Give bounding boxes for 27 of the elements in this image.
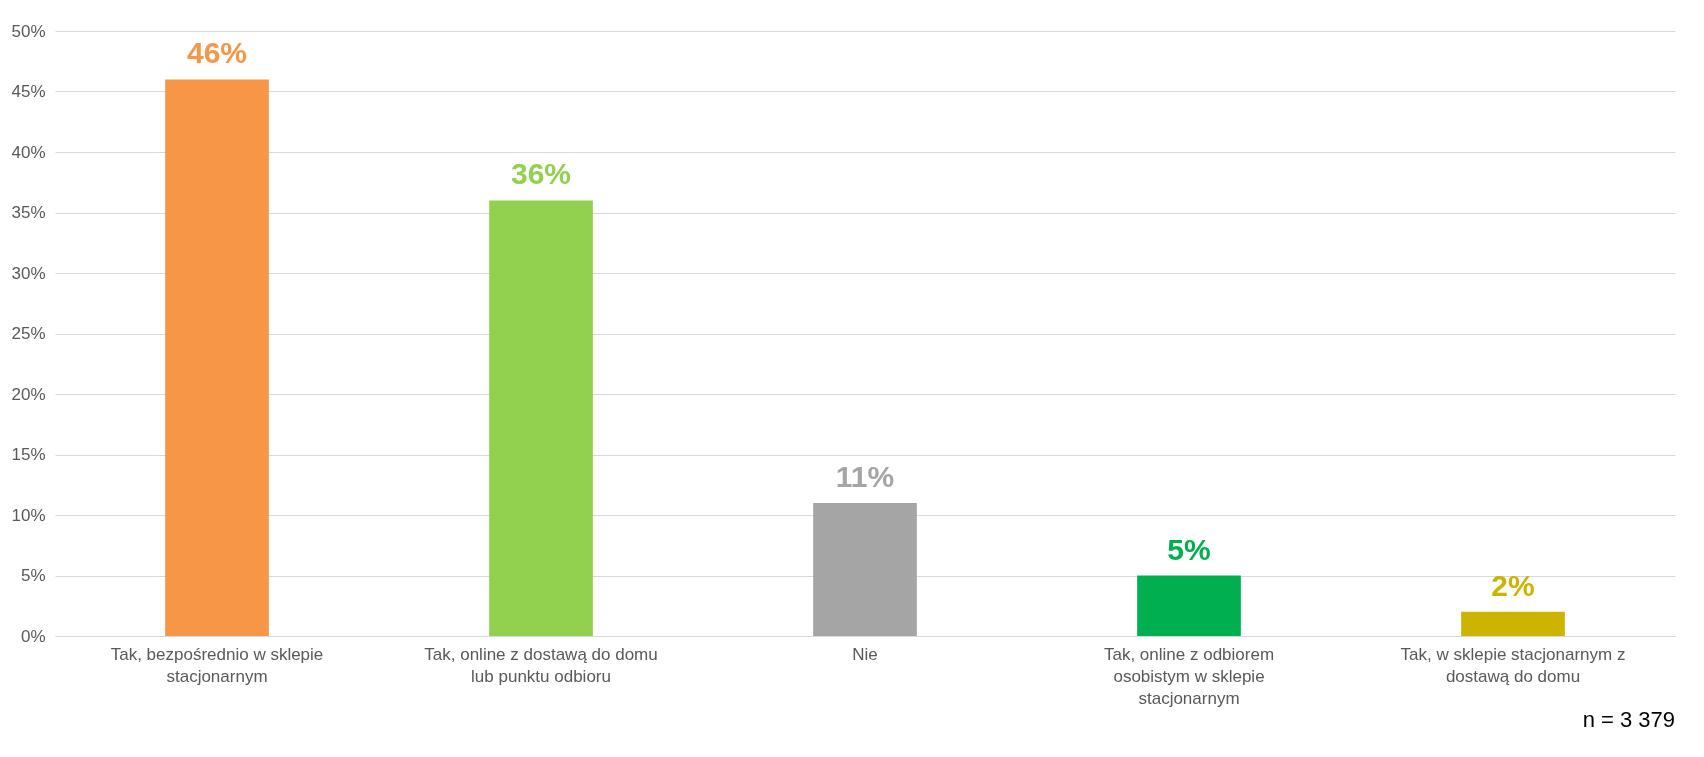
y-tick-label: 15%: [11, 445, 46, 464]
x-tick-label: Nie: [852, 644, 878, 664]
bar: [165, 79, 269, 636]
bar: [813, 502, 917, 636]
x-tick-label: Tak, w sklepie stacjonarnym z dostawą do domu: [1400, 644, 1626, 686]
data-label: 5%: [1167, 532, 1211, 566]
y-tick-label: 5%: [20, 566, 46, 585]
x-tick-label: Tak, bezpośrednio w sklepie stacjonarnym: [110, 644, 324, 686]
y-tick-label: 40%: [11, 142, 46, 162]
bar: [1137, 575, 1241, 636]
y-tick-label: 35%: [11, 203, 46, 222]
y-tick-label: 20%: [11, 384, 46, 404]
y-tick-label: 45%: [11, 82, 46, 101]
y-tick-label: 50%: [11, 21, 46, 41]
x-tick-label: Tak, online z dostawą do domu lub punktu odbioru: [424, 644, 658, 686]
y-tick-label: 25%: [11, 324, 46, 343]
bar: [489, 200, 593, 636]
data-label: 36%: [510, 157, 572, 191]
y-tick-label: 30%: [11, 263, 46, 283]
data-label: 11%: [835, 459, 895, 493]
data-label: 46%: [186, 36, 248, 70]
bar: [1461, 611, 1565, 636]
y-tick-label: 10%: [11, 505, 46, 525]
y-tick-label: 0%: [20, 626, 46, 646]
data-label: 2%: [1491, 568, 1535, 602]
text: n = 3 379: [1582, 707, 1675, 732]
x-tick-label: Tak, online z odbiorem osobistym w sklepie stacjonarnym: [1103, 644, 1275, 708]
